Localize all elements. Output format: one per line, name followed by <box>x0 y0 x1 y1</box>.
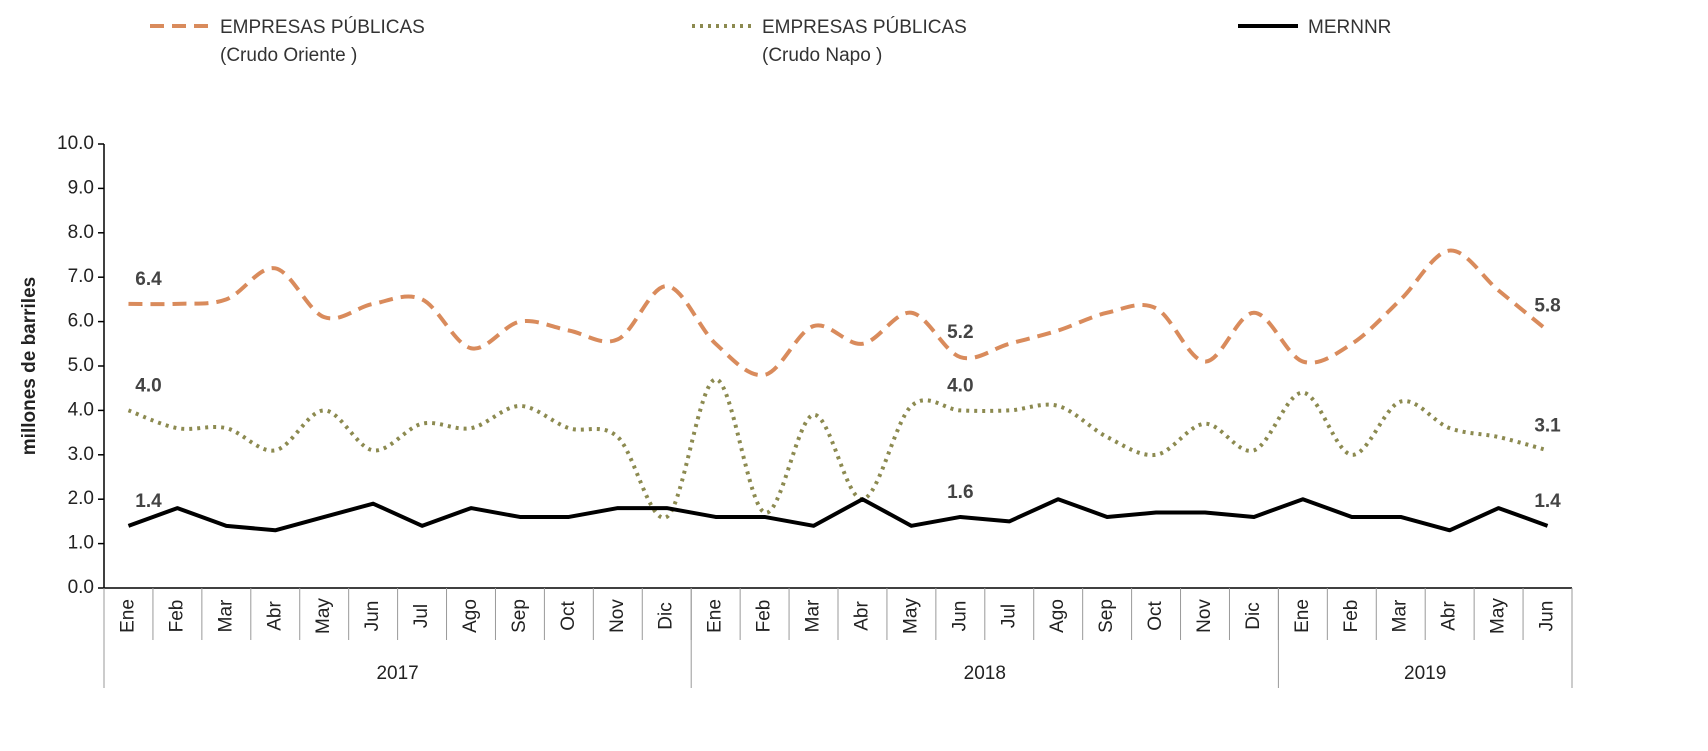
series-line <box>127 497 1549 533</box>
x-tick-label: Feb <box>1341 600 1362 633</box>
data-label: 6.4 <box>135 269 162 290</box>
data-label: 5.8 <box>1534 295 1560 316</box>
legend-text: EMPRESAS PÚBLICAS (Crudo Oriente ) <box>220 17 425 66</box>
y-tick-label: 3.0 <box>68 444 94 465</box>
legend-swatch <box>1238 24 1298 28</box>
y-tick-label: 1.0 <box>68 533 94 554</box>
x-tick-label: Abr <box>1439 601 1460 631</box>
x-tick-label: Jun <box>362 601 383 632</box>
x-tick-label: Abr <box>264 601 285 631</box>
legend-swatch <box>692 24 752 28</box>
x-tick-label: Oct <box>1145 601 1166 631</box>
group-label: 2018 <box>964 663 1006 684</box>
y-tick-label: 2.0 <box>68 488 94 509</box>
x-tick-label: Mar <box>1390 599 1411 632</box>
x-tick-label: Sep <box>509 599 530 633</box>
data-label: 1.6 <box>947 482 973 503</box>
x-tick-label: Ene <box>705 599 726 633</box>
series-line <box>128 248 1549 378</box>
group-label: 2017 <box>376 663 418 684</box>
legend-swatch <box>150 24 210 28</box>
y-tick-label: 10.0 <box>57 133 94 154</box>
x-tick-label: Mar <box>803 599 824 632</box>
x-tick-label: Dic <box>1243 602 1264 629</box>
data-label: 4.0 <box>947 375 973 396</box>
x-tick-label: Feb <box>166 600 187 633</box>
x-tick-label: Abr <box>851 601 872 631</box>
data-label: 1.4 <box>1534 491 1561 512</box>
x-tick-label: Nov <box>1194 599 1215 633</box>
data-label: 3.1 <box>1534 415 1561 436</box>
y-axis-label: millones de barriles <box>19 277 40 455</box>
x-tick-label: Jul <box>998 604 1019 628</box>
x-tick-label: Mar <box>215 599 236 632</box>
legend-text: MERNNR <box>1308 17 1392 38</box>
legend-item: EMPRESAS PÚBLICAS (Crudo Napo ) <box>690 14 967 70</box>
y-tick-label: 0.0 <box>68 577 94 598</box>
y-tick-label: 9.0 <box>68 177 94 198</box>
x-tick-label: Jun <box>1537 601 1558 632</box>
x-tick-label: Ene <box>1292 599 1313 633</box>
group-label: 2019 <box>1404 663 1446 684</box>
legend-text: EMPRESAS PÚBLICAS (Crudo Napo ) <box>762 17 967 66</box>
x-tick-label: Feb <box>754 600 775 633</box>
data-label: 5.2 <box>947 322 973 343</box>
y-tick-label: 4.0 <box>68 399 94 420</box>
legend-item: EMPRESAS PÚBLICAS (Crudo Oriente ) <box>148 14 425 70</box>
series-line <box>127 377 1549 520</box>
data-label: 4.0 <box>135 375 161 396</box>
x-tick-label: Ene <box>117 599 138 633</box>
x-tick-label: Jun <box>949 601 970 632</box>
legend-item: MERNNR <box>1236 14 1391 42</box>
x-tick-label: Dic <box>656 602 677 629</box>
x-tick-label: Nov <box>607 599 628 633</box>
x-tick-label: May <box>1488 598 1509 634</box>
x-tick-label: Jul <box>411 604 432 628</box>
x-tick-label: Sep <box>1096 599 1117 633</box>
data-label: 1.4 <box>135 491 162 512</box>
y-tick-label: 6.0 <box>68 311 94 332</box>
y-tick-label: 7.0 <box>68 266 94 287</box>
y-tick-label: 5.0 <box>68 355 94 376</box>
x-tick-label: Ago <box>460 599 481 633</box>
x-tick-label: Oct <box>558 601 579 631</box>
x-tick-label: May <box>900 598 921 634</box>
x-tick-label: May <box>313 598 334 634</box>
y-tick-label: 8.0 <box>68 222 94 243</box>
x-tick-label: Ago <box>1047 599 1068 633</box>
